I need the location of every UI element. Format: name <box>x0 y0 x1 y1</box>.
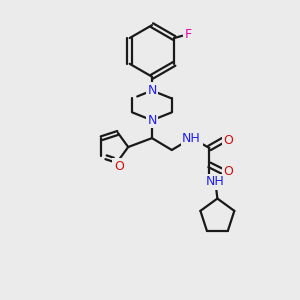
Text: O: O <box>223 134 233 147</box>
Text: N: N <box>147 114 157 127</box>
Text: O: O <box>223 165 233 178</box>
Text: NH: NH <box>182 132 201 145</box>
Text: N: N <box>147 84 157 97</box>
Text: NH: NH <box>206 175 225 188</box>
Text: O: O <box>114 160 124 172</box>
Text: F: F <box>184 28 192 40</box>
